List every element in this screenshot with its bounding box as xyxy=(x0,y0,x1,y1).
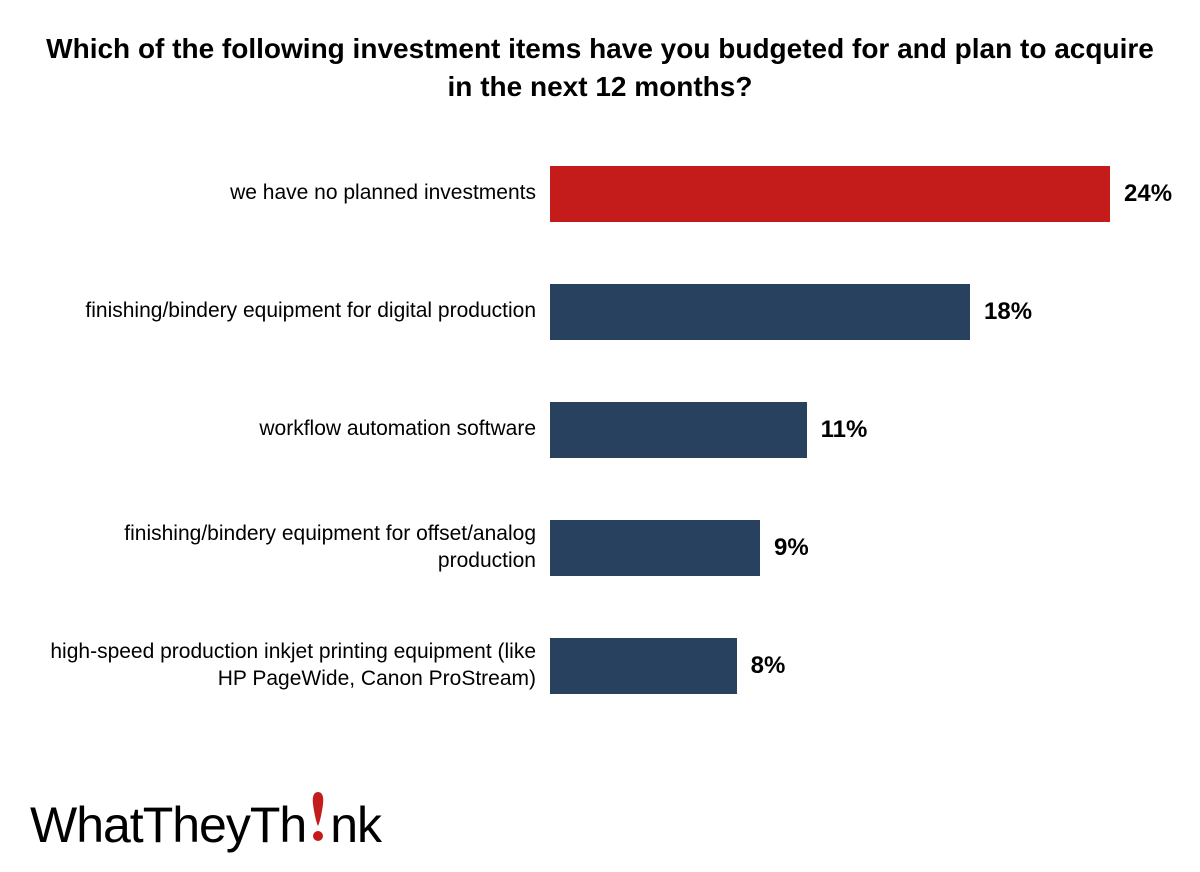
bar-label: finishing/bindery equipment for digital … xyxy=(40,298,550,324)
bar-row: finishing/bindery equipment for offset/a… xyxy=(40,520,1160,576)
bar-value: 18% xyxy=(984,298,1032,326)
bar xyxy=(550,402,807,458)
bar-value: 11% xyxy=(821,416,868,444)
bar-row: finishing/bindery equipment for digital … xyxy=(40,284,1160,340)
bar-track: 11% xyxy=(550,402,1160,458)
logo-bang-icon xyxy=(307,790,329,854)
bar-chart: we have no planned investments24% finishi… xyxy=(40,166,1160,694)
bar-label: high-speed production inkjet printing eq… xyxy=(40,639,550,692)
bar-label: finishing/bindery equipment for offset/a… xyxy=(40,521,550,574)
whattheythink-logo: WhatTheyTh nk xyxy=(30,790,381,854)
logo-text-before: WhatTheyTh xyxy=(30,796,306,854)
bar xyxy=(550,520,760,576)
bar xyxy=(550,638,737,694)
chart-container: Which of the following investment items … xyxy=(0,0,1200,872)
bar-row: we have no planned investments24% xyxy=(40,166,1160,222)
bar-track: 18% xyxy=(550,284,1160,340)
bar-value: 24% xyxy=(1124,180,1172,208)
logo-text-after: nk xyxy=(330,796,381,854)
bar-row: workflow automation software 11% xyxy=(40,402,1160,458)
bar-value: 9% xyxy=(774,534,809,562)
bar-label: we have no planned investments xyxy=(40,180,550,206)
chart-title: Which of the following investment items … xyxy=(40,30,1160,106)
bar-track: 24% xyxy=(550,166,1172,222)
bar-track: 8% xyxy=(550,638,1160,694)
bar-label: workflow automation software xyxy=(40,416,550,442)
bar-value: 8% xyxy=(751,652,786,680)
bar xyxy=(550,284,970,340)
bar-track: 9% xyxy=(550,520,1160,576)
bar xyxy=(550,166,1110,222)
bar-row: high-speed production inkjet printing eq… xyxy=(40,638,1160,694)
